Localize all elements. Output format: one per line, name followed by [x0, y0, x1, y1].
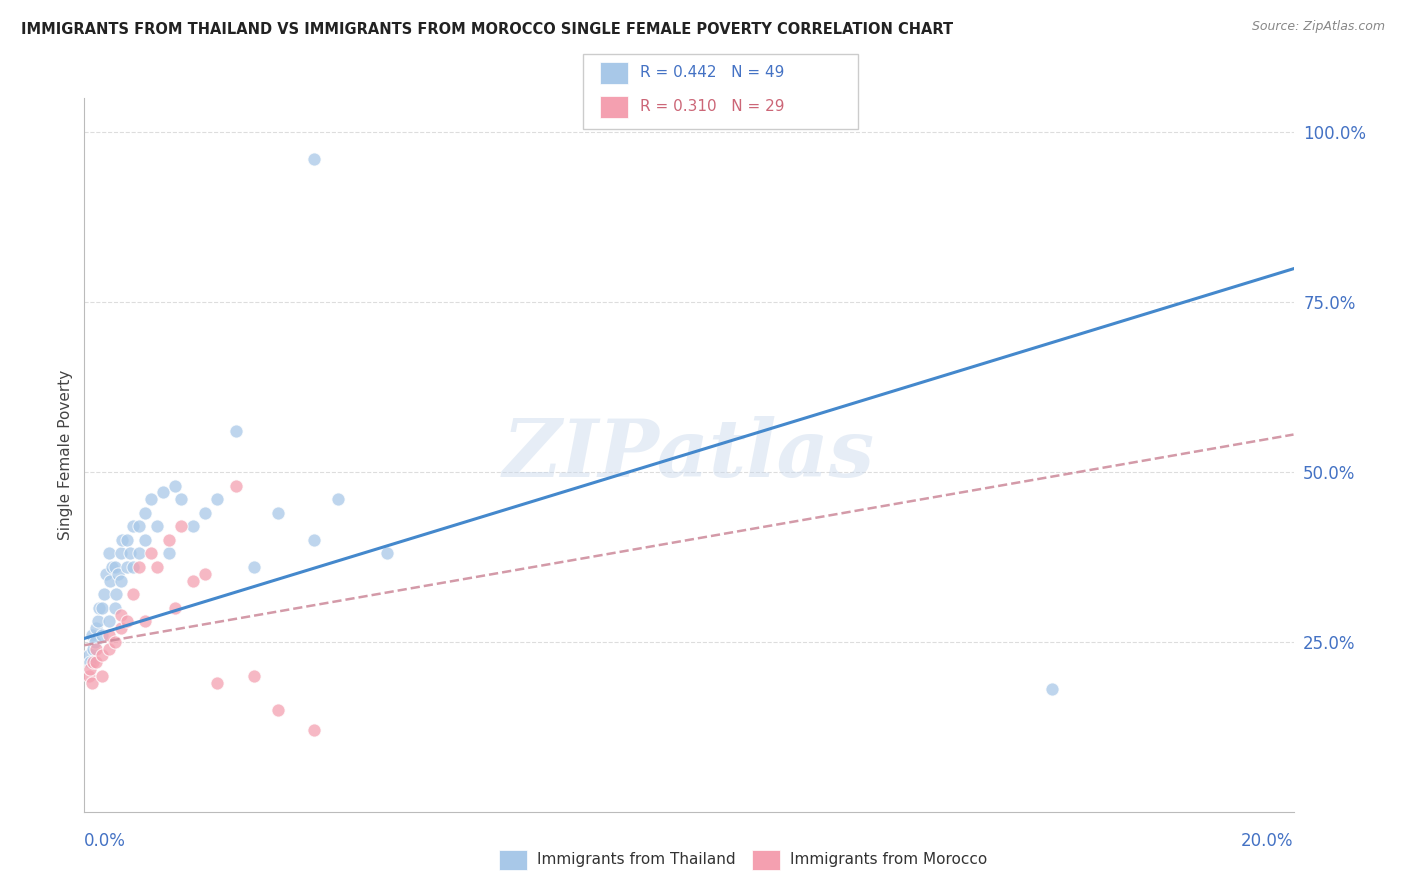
Point — [207, 675, 229, 690]
Point — [225, 478, 247, 492]
Point — [79, 662, 101, 676]
Text: Immigrants from Morocco: Immigrants from Morocco — [790, 853, 987, 867]
Y-axis label: Single Female Poverty: Single Female Poverty — [58, 370, 73, 540]
Point — [128, 560, 150, 574]
Point — [89, 600, 111, 615]
Text: Immigrants from Thailand: Immigrants from Thailand — [537, 853, 735, 867]
Text: R = 0.310   N = 29: R = 0.310 N = 29 — [640, 99, 785, 114]
Point — [121, 519, 143, 533]
Point — [1040, 682, 1063, 697]
Text: Source: ZipAtlas.com: Source: ZipAtlas.com — [1251, 20, 1385, 33]
Point — [91, 669, 114, 683]
Point — [84, 635, 107, 649]
Point — [100, 560, 122, 574]
Point — [94, 566, 117, 581]
Point — [115, 560, 138, 574]
Point — [375, 546, 398, 560]
Point — [97, 641, 120, 656]
Point — [181, 519, 204, 533]
Point — [170, 519, 193, 533]
Point — [80, 628, 103, 642]
Point — [104, 600, 127, 615]
Point — [80, 675, 103, 690]
Point — [134, 506, 156, 520]
Text: R = 0.442   N = 49: R = 0.442 N = 49 — [640, 65, 785, 80]
Point — [302, 153, 325, 167]
Point — [181, 574, 204, 588]
Text: IMMIGRANTS FROM THAILAND VS IMMIGRANTS FROM MOROCCO SINGLE FEMALE POVERTY CORREL: IMMIGRANTS FROM THAILAND VS IMMIGRANTS F… — [21, 22, 953, 37]
Point — [157, 533, 180, 547]
Text: 20.0%: 20.0% — [1241, 831, 1294, 849]
Point — [194, 566, 217, 581]
Point — [86, 641, 108, 656]
Text: 0.0%: 0.0% — [84, 831, 127, 849]
Point — [139, 492, 162, 507]
Point — [302, 533, 325, 547]
Point — [77, 648, 100, 663]
Point — [104, 635, 127, 649]
Point — [128, 519, 150, 533]
Point — [97, 546, 120, 560]
Point — [121, 587, 143, 601]
Point — [111, 533, 134, 547]
Point — [146, 519, 169, 533]
Point — [97, 628, 120, 642]
Point — [86, 615, 108, 629]
Point — [165, 600, 187, 615]
Point — [170, 492, 193, 507]
Point — [91, 600, 114, 615]
Point — [121, 560, 143, 574]
Point — [91, 628, 114, 642]
Point — [128, 546, 150, 560]
Point — [118, 546, 141, 560]
Point — [97, 615, 120, 629]
Point — [302, 723, 325, 738]
Point — [79, 655, 101, 669]
Point — [110, 546, 132, 560]
Point — [242, 560, 264, 574]
Point — [104, 587, 127, 601]
Point — [134, 533, 156, 547]
Point — [152, 485, 174, 500]
Point — [115, 615, 138, 629]
Point — [82, 655, 104, 669]
Point — [146, 560, 169, 574]
Point — [267, 506, 290, 520]
Point — [110, 574, 132, 588]
Point — [242, 669, 264, 683]
Point — [225, 424, 247, 438]
Point — [77, 669, 100, 683]
Point — [91, 648, 114, 663]
Point — [328, 492, 350, 507]
Point — [207, 492, 229, 507]
Point — [134, 615, 156, 629]
Point — [93, 587, 115, 601]
Text: ZIPatlas: ZIPatlas — [503, 417, 875, 493]
Point — [86, 655, 108, 669]
Point — [115, 533, 138, 547]
Point — [165, 478, 187, 492]
Point — [110, 621, 132, 635]
Point — [157, 546, 180, 560]
Point — [267, 703, 290, 717]
Point — [107, 566, 129, 581]
Point — [86, 621, 108, 635]
Point — [110, 607, 132, 622]
Point — [139, 546, 162, 560]
Point — [98, 574, 121, 588]
Point — [194, 506, 217, 520]
Point — [104, 560, 127, 574]
Point — [82, 641, 104, 656]
